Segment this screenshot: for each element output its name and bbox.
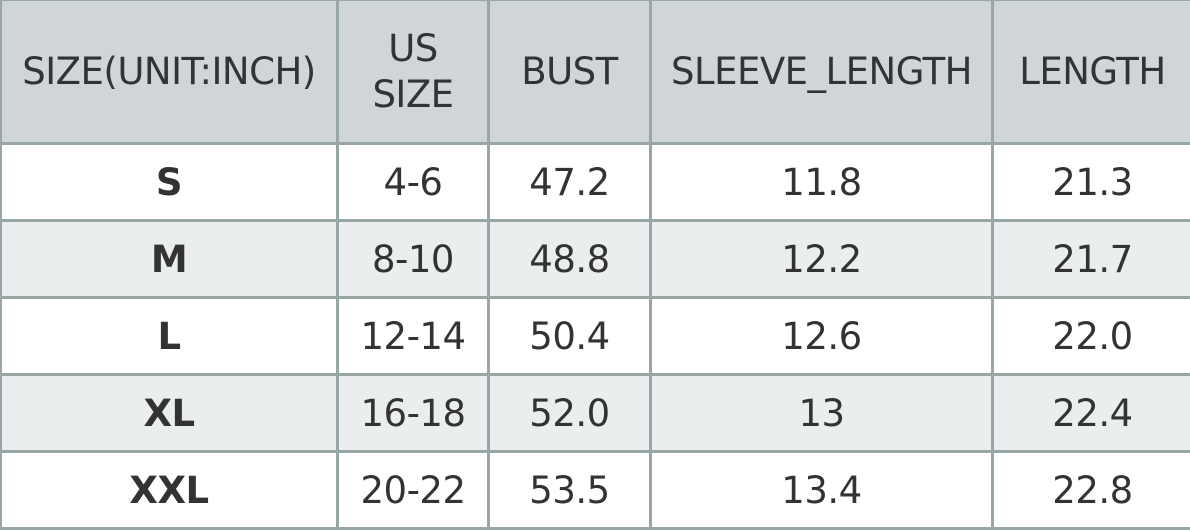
cell-size: XXL — [1, 452, 338, 529]
cell-sleeve-length: 13 — [651, 375, 993, 452]
cell-us-size: 12-14 — [338, 298, 489, 375]
header-row: SIZE(UNIT:INCH) US SIZE BUST SLEEVE_LENG… — [1, 0, 1190, 144]
cell-length: 22.0 — [993, 298, 1190, 375]
header-sleeve-length: SLEEVE_LENGTH — [651, 0, 993, 144]
cell-us-size: 8-10 — [338, 221, 489, 298]
cell-length: 22.4 — [993, 375, 1190, 452]
cell-sleeve-length: 11.8 — [651, 144, 993, 221]
cell-size: L — [1, 298, 338, 375]
cell-sleeve-length: 12.2 — [651, 221, 993, 298]
cell-us-size: 16-18 — [338, 375, 489, 452]
cell-size: XL — [1, 375, 338, 452]
cell-length: 21.7 — [993, 221, 1190, 298]
cell-bust: 53.5 — [489, 452, 651, 529]
cell-us-size: 20-22 — [338, 452, 489, 529]
cell-bust: 48.8 — [489, 221, 651, 298]
header-us-size: US SIZE — [338, 0, 489, 144]
cell-size: M — [1, 221, 338, 298]
cell-bust: 52.0 — [489, 375, 651, 452]
cell-bust: 47.2 — [489, 144, 651, 221]
cell-length: 22.8 — [993, 452, 1190, 529]
header-bust: BUST — [489, 0, 651, 144]
header-length: LENGTH — [993, 0, 1190, 144]
cell-bust: 50.4 — [489, 298, 651, 375]
header-size: SIZE(UNIT:INCH) — [1, 0, 338, 144]
cell-us-size: 4-6 — [338, 144, 489, 221]
cell-sleeve-length: 12.6 — [651, 298, 993, 375]
cell-sleeve-length: 13.4 — [651, 452, 993, 529]
cell-length: 21.3 — [993, 144, 1190, 221]
cell-size: S — [1, 144, 338, 221]
